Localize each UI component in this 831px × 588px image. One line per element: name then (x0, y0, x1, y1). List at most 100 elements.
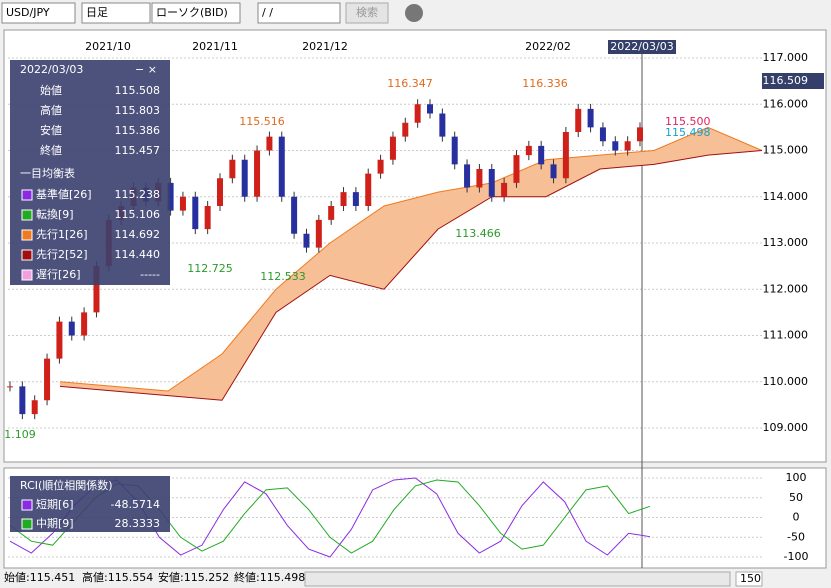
dropdown-text: 日足 (86, 6, 108, 19)
current-price: 116.509 (763, 74, 809, 87)
price-annotation: 112.533 (260, 270, 306, 283)
ichimoku-label: 先行2[52] (36, 248, 88, 261)
cursor-date: 2022/03/03 (610, 40, 673, 53)
candle (204, 206, 211, 230)
price-label: 113.000 (763, 236, 809, 249)
candle (340, 192, 347, 206)
candle (562, 132, 569, 179)
candle (229, 159, 236, 179)
price-label: 114.000 (763, 190, 809, 203)
candle (624, 141, 631, 151)
candle (550, 164, 557, 179)
ichimoku-label: 基準値[26] (36, 187, 92, 201)
legend-swatch (21, 499, 33, 511)
rci-value: 28.3333 (115, 517, 161, 530)
candle (377, 159, 384, 174)
legend-swatch (21, 189, 33, 201)
ichimoku-cloud (60, 127, 762, 401)
price-label: 117.000 (763, 51, 809, 64)
legend-swatch (21, 518, 33, 530)
price-annotation: 115.500 (665, 115, 711, 128)
price-label: 110.000 (763, 375, 809, 388)
rci-axis-label: 50 (789, 491, 803, 504)
search-label: 検索 (356, 5, 378, 19)
info-label: 始値 (40, 83, 62, 97)
ichimoku-value: 114.440 (115, 248, 161, 261)
price-annotation: 115.516 (239, 115, 285, 128)
price-annotation: 116.347 (387, 77, 433, 90)
candle (488, 169, 495, 197)
info-button[interactable] (405, 4, 423, 22)
dropdown[interactable] (81, 2, 151, 24)
candle (19, 386, 26, 415)
candle (464, 164, 471, 188)
candle (217, 178, 223, 206)
scrollbar[interactable] (304, 571, 731, 587)
candle (513, 155, 520, 183)
candle (31, 400, 38, 415)
candle (56, 321, 63, 359)
price-annotation: 1.109 (4, 428, 36, 441)
rci-label: 中期[9] (36, 517, 74, 530)
candle (266, 136, 273, 151)
ichimoku-label: 遅行[26] (36, 268, 81, 281)
candle (241, 159, 248, 197)
price-annotation: 112.725 (187, 262, 233, 275)
span-a (59, 126, 763, 392)
status-text: 高値:115.554 (82, 570, 153, 584)
span-b (59, 150, 763, 401)
date-label: 2022/02 (525, 40, 571, 53)
date-label: 2021/12 (302, 40, 348, 53)
status-text: 終値:115.498 (234, 570, 305, 584)
status-text: 安値:115.252 (158, 570, 229, 584)
candle (538, 145, 545, 165)
rci-title: RCI(順位相関係数) (20, 478, 113, 492)
current-price-box (762, 73, 824, 89)
date-label: 2021/10 (85, 40, 131, 53)
candle (352, 192, 359, 206)
candle (439, 113, 446, 137)
candle (68, 321, 75, 336)
dropdown[interactable] (1, 2, 76, 24)
price-label: 111.000 (763, 329, 809, 342)
candle (365, 173, 372, 206)
candle (587, 108, 594, 128)
rci-axis-label: 100 (786, 471, 807, 484)
price-label: 116.000 (763, 97, 809, 110)
candle (179, 196, 186, 211)
info-date: 2022/03/03 (20, 63, 83, 76)
candle (254, 150, 261, 197)
candle (501, 182, 508, 197)
candle (414, 104, 421, 123)
candle (427, 104, 433, 114)
candle (612, 141, 619, 151)
search-button[interactable] (345, 2, 389, 24)
dropdown[interactable] (151, 2, 241, 24)
price-annotation: 116.336 (522, 77, 568, 90)
info-panel (10, 60, 170, 285)
candle (402, 122, 409, 137)
price-label: 115.000 (763, 144, 809, 157)
info-section: 一目均衡表 (20, 166, 75, 180)
info-label: 高値 (40, 103, 62, 117)
candle (599, 127, 606, 142)
candle (451, 136, 458, 165)
candle (192, 196, 199, 230)
ichimoku-label: 先行1[26] (36, 228, 88, 241)
candle (328, 206, 335, 220)
rci-value: -48.5714 (111, 498, 160, 511)
zoom-box[interactable] (735, 571, 763, 587)
price-annotation: 113.466 (455, 227, 501, 240)
date-label: 2021/11 (192, 40, 238, 53)
candle (7, 386, 13, 388)
candle (389, 136, 396, 160)
ichimoku-label: 転換[9] (36, 208, 74, 221)
candle (637, 127, 643, 142)
price-label: 109.000 (763, 421, 809, 434)
ichimoku-value: 115.106 (115, 208, 161, 221)
candle (315, 219, 322, 248)
ichimoku-value: 115.238 (115, 188, 161, 201)
dropdown[interactable] (257, 2, 341, 24)
legend-swatch (21, 229, 33, 241)
